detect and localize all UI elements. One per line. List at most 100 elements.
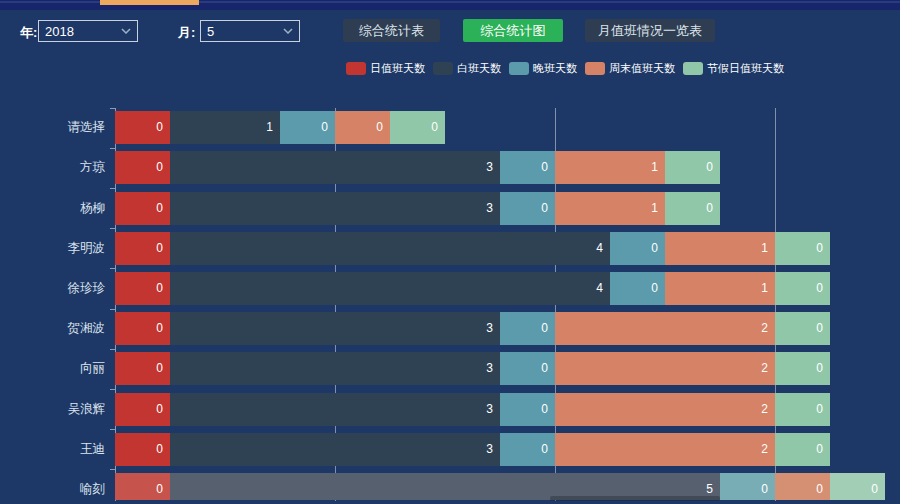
year-select[interactable]: 2018 [38,20,138,42]
category-label: 请选择 [0,111,105,144]
bar-segment[interactable]: 0 [115,192,170,225]
bar-segment[interactable]: 0 [610,272,665,305]
bar-segment[interactable]: 3 [170,393,500,426]
bar-value-label: 0 [115,433,170,466]
bar-segment[interactable]: 0 [665,151,720,184]
bar-segment[interactable]: 3 [170,312,500,345]
bar-segment[interactable]: 3 [170,352,500,385]
bar-value-label: 0 [775,433,830,466]
bar-segment[interactable]: 4 [170,272,610,305]
bar-segment[interactable]: 4 [170,232,610,265]
bar-segment[interactable]: 2 [555,312,775,345]
category-label: 李明波 [0,232,105,265]
y-axis-tick [110,309,115,310]
bar-segment[interactable]: 0 [775,393,830,426]
bar-value-label: 0 [280,111,335,144]
bar-value-label: 1 [555,192,665,225]
bar-segment[interactable]: 0 [500,352,555,385]
bar-segment[interactable]: 2 [555,433,775,466]
horizontal-scrollbar-thumb[interactable] [550,496,720,501]
bar-value-label: 3 [170,192,500,225]
bar-segment[interactable]: 0 [610,232,665,265]
bar-segment[interactable]: 3 [170,151,500,184]
bar-segment[interactable]: 0 [115,433,170,466]
bar-value-label: 0 [390,111,445,144]
bar-segment[interactable]: 0 [115,111,170,144]
legend-label: 白班天数 [457,61,501,76]
chevron-down-icon [283,28,293,34]
top-tab-indicator[interactable] [100,0,199,5]
bar-value-label: 0 [115,473,170,501]
bar-segment[interactable]: 0 [500,192,555,225]
bar-value-label: 0 [115,111,170,144]
bar-segment[interactable]: 1 [665,232,775,265]
bar-segment[interactable]: 0 [115,473,170,501]
legend-item[interactable]: 节假日值班天数 [683,61,784,76]
bar-segment[interactable]: 2 [555,352,775,385]
bar-value-label: 4 [170,232,610,265]
bar-segment[interactable]: 0 [775,352,830,385]
bar-segment[interactable]: 0 [720,473,775,501]
month-label: 月: [178,24,195,42]
legend-item[interactable]: 白班天数 [433,61,501,76]
category-label: 方琼 [0,151,105,184]
bar-segment[interactable]: 2 [555,393,775,426]
bar-value-label: 2 [555,433,775,466]
category-label: 吴浪辉 [0,393,105,426]
bar-segment[interactable]: 0 [115,232,170,265]
chart-legend: 日值班天数 白班天数 晚班天数周末值班天数节假日值班天数 [346,61,792,76]
bar-segment[interactable]: 0 [335,111,390,144]
bar-segment[interactable]: 0 [775,433,830,466]
bar-segment[interactable]: 0 [775,312,830,345]
legend-swatch [433,62,453,75]
bar-segment[interactable]: 0 [500,433,555,466]
chevron-down-icon [121,28,131,34]
bar-value-label: 0 [500,192,555,225]
bar-value-label: 0 [665,192,720,225]
bar-value-label: 3 [170,352,500,385]
legend-label: 晚班天数 [533,61,577,76]
legend-item[interactable]: 周末值班天数 [585,61,675,76]
bar-value-label: 0 [775,272,830,305]
bar-segment[interactable]: 0 [500,151,555,184]
bar-value-label: 2 [555,393,775,426]
bar-segment[interactable]: 0 [280,111,335,144]
bar-segment[interactable]: 0 [115,352,170,385]
legend-item[interactable]: 晚班天数 [509,61,577,76]
bar-segment[interactable]: 0 [775,272,830,305]
bar-value-label: 1 [555,151,665,184]
y-axis-tick [110,148,115,149]
bar-value-label: 0 [335,111,390,144]
bar-segment[interactable]: 0 [390,111,445,144]
bar-value-label: 0 [115,272,170,305]
bar-segment[interactable]: 1 [555,151,665,184]
bar-value-label: 0 [500,393,555,426]
legend-swatch [346,62,366,75]
bar-segment[interactable]: 0 [665,192,720,225]
bar-value-label: 1 [665,232,775,265]
bar-segment[interactable]: 0 [115,393,170,426]
month-select[interactable]: 5 [200,20,300,42]
bar-segment[interactable]: 3 [170,433,500,466]
summary-table-button[interactable]: 综合统计表 [343,19,440,42]
bar-value-label: 3 [170,393,500,426]
bar-value-label: 0 [775,312,830,345]
legend-swatch [585,62,605,75]
bar-segment[interactable]: 0 [500,393,555,426]
bar-segment[interactable]: 1 [555,192,665,225]
bar-segment[interactable]: 0 [115,151,170,184]
bar-segment[interactable]: 0 [775,232,830,265]
bar-segment[interactable]: 1 [665,272,775,305]
bar-segment[interactable]: 0 [115,312,170,345]
monthly-duty-list-button[interactable]: 月值班情况一览表 [585,19,715,42]
legend-swatch [509,62,529,75]
bar-segment[interactable]: 1 [170,111,280,144]
summary-chart-button[interactable]: 综合统计图 [463,19,563,42]
y-axis-tick [110,349,115,350]
bar-segment[interactable]: 0 [500,312,555,345]
bar-segment[interactable]: 0 [115,272,170,305]
legend-item[interactable]: 日值班天数 [346,61,425,76]
bar-segment[interactable]: 0 [775,473,830,501]
bar-segment[interactable]: 3 [170,192,500,225]
bar-segment[interactable]: 0 [830,473,885,501]
